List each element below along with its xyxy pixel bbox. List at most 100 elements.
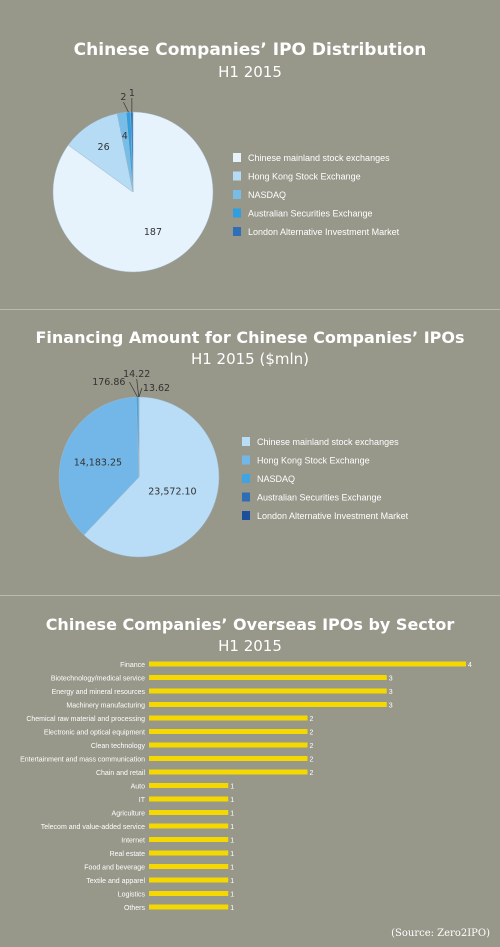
legend-swatch-australian-securities-exchange: [242, 492, 250, 502]
bar-agriculture: [149, 810, 229, 815]
bar-category-label: Others: [124, 905, 146, 912]
bar-category-label: Biotechnology/medical service: [51, 676, 145, 683]
chart2-title: Financing Amount for Chinese Companies’ …: [35, 328, 465, 347]
bar-entertainment-and-mass-communication: [149, 756, 308, 761]
bar-clean-technology: [149, 742, 308, 748]
bar-category-label: Internet: [121, 838, 145, 845]
legend-label-nasdaq: NASDAQ: [257, 474, 295, 484]
bar-finance: [149, 661, 466, 667]
bar-food-and-beverage: [149, 864, 229, 869]
bar-telecom-and-value-added-service: [149, 823, 229, 829]
divider-1: [0, 309, 500, 310]
bar-value-label: 1: [230, 905, 234, 912]
bar-category-label: Machinery manufacturing: [66, 703, 145, 710]
chart1-pie: 187 26 4 2 1 Chinese mainland stock exchanges…: [52, 88, 400, 273]
bar-category-label: Logistics: [118, 892, 146, 899]
pie-value-label: 14.22: [123, 369, 150, 380]
pie-value-label: 176.86: [92, 377, 125, 388]
bar-value-label: 1: [230, 824, 234, 831]
bar-category-label: Entertainment and mass communication: [20, 757, 145, 764]
bar-value-label: 2: [310, 743, 314, 750]
bar-value-label: 1: [230, 811, 234, 818]
pie-slice-hong-kong-stock-exchange: [58, 396, 140, 536]
legend-label-chinese-mainland-stock-exchanges: Chinese mainland stock exchanges: [257, 437, 399, 447]
bar-value-label: 2: [310, 770, 314, 777]
bar-value-label: 1: [230, 865, 234, 872]
chart2-subtitle: H1 2015 ($mln): [190, 350, 310, 368]
bar-category-label: Electronic and optical equipment: [44, 730, 145, 737]
pie-value-label: 23,572.10: [148, 486, 196, 497]
bar-others: [149, 904, 229, 910]
bar-value-label: 1: [230, 838, 234, 845]
bar-machinery-manufacturing: [149, 702, 387, 707]
bar-auto: [149, 783, 229, 788]
legend-swatch-nasdaq: [242, 474, 250, 483]
leader-line: [136, 378, 140, 398]
pie-value-label: 4: [122, 131, 128, 142]
bar-category-label: Chain and retail: [96, 770, 145, 777]
bar-electronic-and-optical-equipment: [149, 729, 308, 734]
bar-category-label: Clean technology: [91, 743, 146, 750]
chart1-subtitle: H1 2015: [218, 63, 282, 81]
bar-energy-and-mineral-resources: [149, 688, 387, 694]
pie-value-label: 13.62: [143, 383, 170, 394]
legend-label-nasdaq: NASDAQ: [248, 190, 286, 200]
source-note: (Source: Zero2IPO): [391, 928, 490, 939]
bar-category-label: IT: [139, 797, 146, 804]
chart3-subtitle: H1 2015: [218, 637, 282, 655]
bar-value-label: 4: [468, 662, 472, 669]
bar-it: [149, 796, 229, 802]
bar-value-label: 3: [389, 703, 393, 710]
bar-value-label: 3: [389, 676, 393, 683]
pie-value-label: 14,183.25: [74, 457, 122, 468]
bar-category-label: Food and beverage: [84, 865, 145, 872]
chart3-bars: Finance 4 Biotechnology/medical service 3 En…: [20, 661, 472, 912]
leader-line: [138, 387, 143, 398]
bar-value-label: 1: [230, 784, 234, 791]
chart3-title: Chinese Companies’ Overseas IPOs by Sect…: [45, 615, 455, 634]
bar-logistics: [149, 891, 229, 896]
pie-value-label: 2: [120, 92, 126, 103]
bar-chain-and-retail: [149, 769, 308, 775]
legend-swatch-hong-kong-stock-exchange: [242, 455, 250, 465]
bar-category-label: Real estate: [110, 851, 146, 858]
bar-value-label: 2: [310, 716, 314, 723]
bar-category-label: Auto: [131, 784, 146, 791]
bar-value-label: 1: [230, 851, 234, 858]
bar-category-label: Finance: [120, 662, 145, 669]
leader-line: [129, 381, 138, 398]
bar-value-label: 1: [230, 878, 234, 885]
bar-value-label: 1: [230, 892, 234, 899]
legend-swatch-london-alternative-investment-market: [233, 227, 241, 236]
bar-chemical-raw-material-and-processing: [149, 715, 308, 721]
leader-line: [123, 101, 129, 113]
legend-label-australian-securities-exchange: Australian Securities Exchange: [248, 209, 373, 219]
bar-real-estate: [149, 850, 229, 856]
pie-slice-chinese-mainland-stock-exchanges: [83, 396, 220, 558]
bar-category-label: Chemical raw material and processing: [26, 716, 145, 723]
legend-label-hong-kong-stock-exchange: Hong Kong Stock Exchange: [248, 172, 361, 182]
legend-label-london-alternative-investment-market: London Alternative Investment Market: [257, 511, 409, 521]
bar-biotechnology-medical-service: [149, 675, 387, 680]
legend-swatch-hong-kong-stock-exchange: [233, 171, 241, 181]
bar-value-label: 2: [310, 757, 314, 764]
bar-category-label: Agriculture: [112, 811, 146, 818]
bar-category-label: Telecom and value-added service: [41, 824, 145, 831]
bar-value-label: 2: [310, 730, 314, 737]
bar-internet: [149, 837, 229, 842]
bar-textile-and-apparel: [149, 877, 229, 883]
legend-swatch-chinese-mainland-stock-exchanges: [233, 153, 241, 162]
pie-value-label: 1: [129, 88, 135, 99]
legend-label-chinese-mainland-stock-exchanges: Chinese mainland stock exchanges: [248, 153, 390, 163]
pie-value-label: 26: [98, 142, 110, 153]
bar-category-label: Textile and apparel: [86, 878, 145, 885]
divider-2: [0, 595, 500, 596]
bar-category-label: Energy and mineral resources: [52, 689, 146, 696]
legend-swatch-australian-securities-exchange: [233, 208, 241, 218]
legend-label-london-alternative-investment-market: London Alternative Investment Market: [248, 227, 400, 237]
bar-value-label: 1: [230, 797, 234, 804]
legend-swatch-nasdaq: [233, 190, 241, 199]
legend-swatch-chinese-mainland-stock-exchanges: [242, 437, 250, 446]
bar-value-label: 3: [389, 689, 393, 696]
legend-label-hong-kong-stock-exchange: Hong Kong Stock Exchange: [257, 456, 370, 466]
